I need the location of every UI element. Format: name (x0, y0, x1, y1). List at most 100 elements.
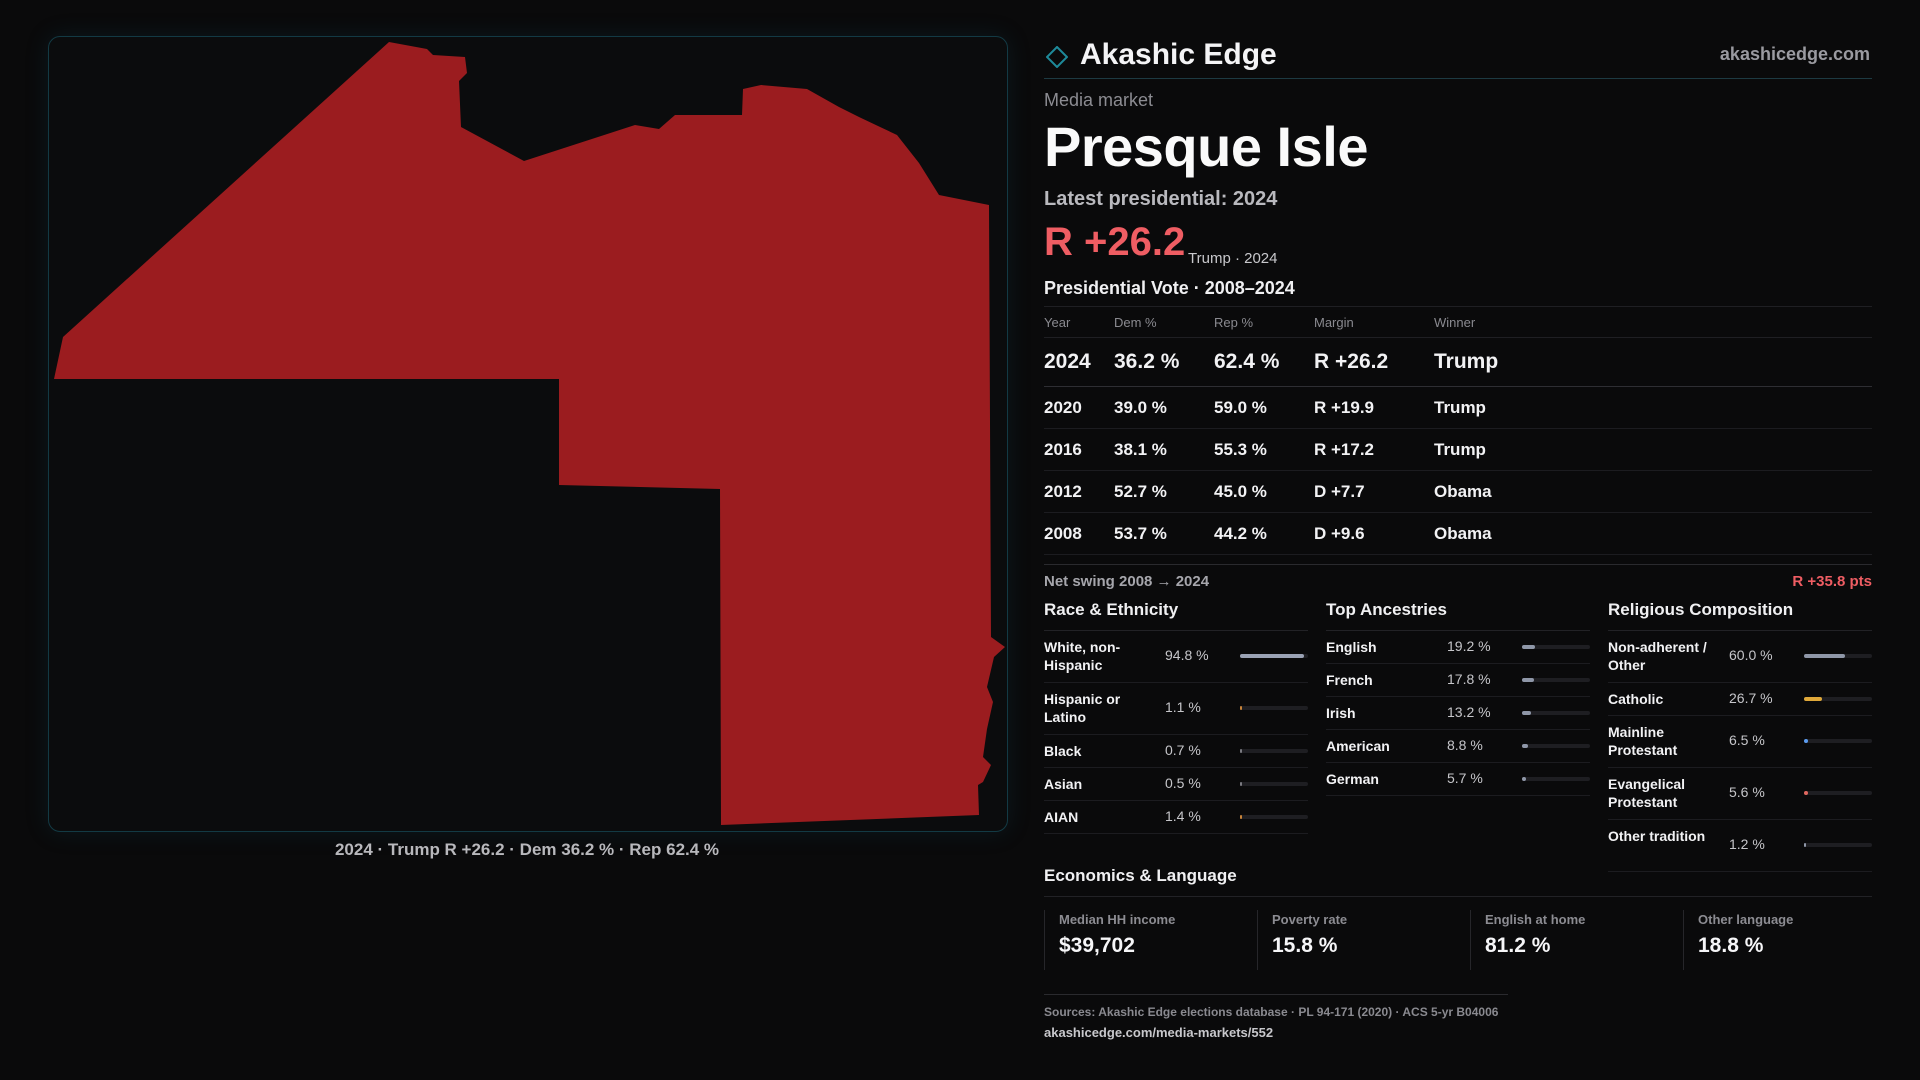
permalink[interactable]: akashicedge.com/media-markets/552 (1044, 1025, 1274, 1040)
economics-stat-value: 81.2 % (1485, 934, 1551, 957)
demographic-label: Evangelical Protestant (1608, 776, 1686, 810)
vote-winner-cell: Obama (1434, 470, 1872, 513)
demographic-row: AIAN 1.4 % (1044, 801, 1308, 834)
demographic-percent: 13.2 % (1447, 704, 1491, 720)
demographic-row: Non-adherent / Other 60.0 % (1608, 631, 1872, 683)
demographic-bar-fill (1240, 706, 1242, 710)
demographic-label: Black (1044, 743, 1082, 759)
demographic-percent: 1.4 % (1165, 808, 1201, 824)
demographic-row: Catholic 26.7 % (1608, 683, 1872, 716)
demographic-row: English 19.2 % (1326, 631, 1590, 664)
economics-stat-value: 15.8 % (1272, 934, 1338, 957)
demographic-bar-fill (1522, 777, 1526, 781)
demographic-bar-fill (1804, 843, 1806, 847)
economics-stat-label: Median HH income (1059, 912, 1176, 927)
demographic-row: Irish 13.2 % (1326, 697, 1590, 730)
latest-margin: R +26.2 (1044, 220, 1186, 264)
demographic-bar (1804, 791, 1872, 795)
market-map-svg (54, 42, 1005, 825)
col-margin-header: Margin (1314, 306, 1434, 338)
demographic-label: American (1326, 738, 1390, 754)
economics-stat-label: Poverty rate (1272, 912, 1348, 927)
demographic-row: Hispanic or Latino 1.1 % (1044, 683, 1308, 735)
vote-margin-cell: R +17.2 (1314, 428, 1434, 471)
economics-stat: Median HH income $39,702 (1044, 910, 1245, 970)
page-kicker: Media market (1044, 90, 1154, 110)
page-title: Presque Isle (1044, 115, 1368, 178)
demographic-bar (1522, 678, 1590, 682)
demographic-bar (1240, 749, 1308, 753)
brand-name: Akashic Edge (1080, 38, 1277, 71)
demographic-bar-fill (1522, 711, 1531, 715)
vote-row-2020: 2020 39.0 % 59.0 % R +19.9 Trump (1044, 386, 1872, 429)
demographic-row: Black 0.7 % (1044, 735, 1308, 768)
col-year-header: Year (1044, 306, 1114, 338)
vote-year-cell: 2016 (1044, 428, 1114, 471)
demographic-label: AIAN (1044, 809, 1079, 825)
demographic-label: Catholic (1608, 691, 1664, 707)
demographic-row: Other tradition 1.2 % (1608, 820, 1872, 872)
demographic-percent: 26.7 % (1729, 690, 1773, 706)
demographic-row: Asian 0.5 % (1044, 768, 1308, 801)
demographic-row: German 5.7 % (1326, 763, 1590, 796)
demographic-percent: 1.1 % (1165, 699, 1201, 715)
vote-rep-cell: 62.4 % (1214, 337, 1314, 387)
demographic-percent: 19.2 % (1447, 638, 1491, 654)
market-map[interactable] (48, 36, 1008, 832)
demographic-bar (1240, 706, 1308, 710)
vote-row-2008: 2008 53.7 % 44.2 % D +9.6 Obama (1044, 512, 1872, 555)
demographic-bar (1804, 654, 1872, 658)
demographic-percent: 94.8 % (1165, 647, 1209, 663)
demographic-label: Irish (1326, 705, 1356, 721)
demographics-column-title: Religious Composition (1608, 600, 1872, 631)
vote-rep-cell: 44.2 % (1214, 512, 1314, 555)
votes-table: Year Dem % Rep % Margin Winner 2024 36.2 … (1044, 306, 1872, 555)
demographic-label: Asian (1044, 776, 1083, 792)
demographic-row: American 8.8 % (1326, 730, 1590, 763)
vote-margin-cell: D +7.7 (1314, 470, 1434, 513)
vote-margin-cell: D +9.6 (1314, 512, 1434, 555)
demographic-bar (1804, 739, 1872, 743)
vote-year-cell: 2024 (1044, 337, 1114, 387)
demographic-row: Mainline Protestant 6.5 % (1608, 716, 1872, 768)
latest-label: Latest presidential: 2024 (1044, 188, 1278, 210)
demographic-row: Evangelical Protestant 5.6 % (1608, 768, 1872, 820)
vote-rep-cell: 59.0 % (1214, 386, 1314, 429)
demographic-label: White, non-Hispanic (1044, 639, 1121, 673)
market-shape[interactable] (54, 42, 1005, 825)
demographic-percent: 5.7 % (1447, 770, 1483, 786)
economics-stat-value: 18.8 % (1698, 934, 1764, 957)
demographic-bar-fill (1804, 739, 1809, 743)
vote-winner-cell: Trump (1434, 337, 1872, 387)
demographic-bar (1522, 645, 1590, 649)
latest-winner-year: Trump · 2024 (1188, 250, 1278, 267)
demographic-percent: 0.7 % (1165, 742, 1201, 758)
demographic-percent: 6.5 % (1729, 732, 1765, 748)
vote-row-2024: 2024 36.2 % 62.4 % R +26.2 Trump (1044, 337, 1872, 387)
vote-year-cell: 2020 (1044, 386, 1114, 429)
vote-margin-cell: R +19.9 (1314, 386, 1434, 429)
vote-margin-cell: R +26.2 (1314, 337, 1434, 387)
vote-dem-cell: 53.7 % (1114, 512, 1214, 555)
demographic-bar (1240, 654, 1308, 658)
demographics-column: Religious Composition Non-adherent / Othe… (1608, 600, 1872, 872)
economics-stat: Other language 18.8 % (1683, 910, 1884, 970)
demographic-percent: 1.2 % (1729, 836, 1765, 852)
map-caption: 2024 · Trump R +26.2 · Dem 36.2 % · Rep … (334, 840, 720, 859)
brand-url-link[interactable]: akashicedge.com (1719, 44, 1870, 64)
demographics-column: Race & Ethnicity White, non-Hispanic 94.8 … (1044, 600, 1308, 834)
demographic-label: Mainline Protestant (1608, 724, 1678, 758)
vote-row-2016: 2016 38.1 % 55.3 % R +17.2 Trump (1044, 428, 1872, 471)
demographic-label: Non-adherent / Other (1608, 639, 1707, 673)
vote-winner-cell: Trump (1434, 428, 1872, 471)
demographic-bar (1804, 843, 1872, 847)
vote-row-2012: 2012 52.7 % 45.0 % D +7.7 Obama (1044, 470, 1872, 513)
vote-winner-cell: Trump (1434, 386, 1872, 429)
demographic-percent: 5.6 % (1729, 784, 1765, 800)
demographic-row: French 17.8 % (1326, 664, 1590, 697)
vote-dem-cell: 38.1 % (1114, 428, 1214, 471)
demographic-bar (1804, 697, 1872, 701)
economics-stat: Poverty rate 15.8 % (1257, 910, 1458, 970)
net-swing: Net swing 2008 → 2024 R +35.8 pts (1044, 564, 1872, 595)
col-winner-header: Winner (1434, 306, 1872, 338)
